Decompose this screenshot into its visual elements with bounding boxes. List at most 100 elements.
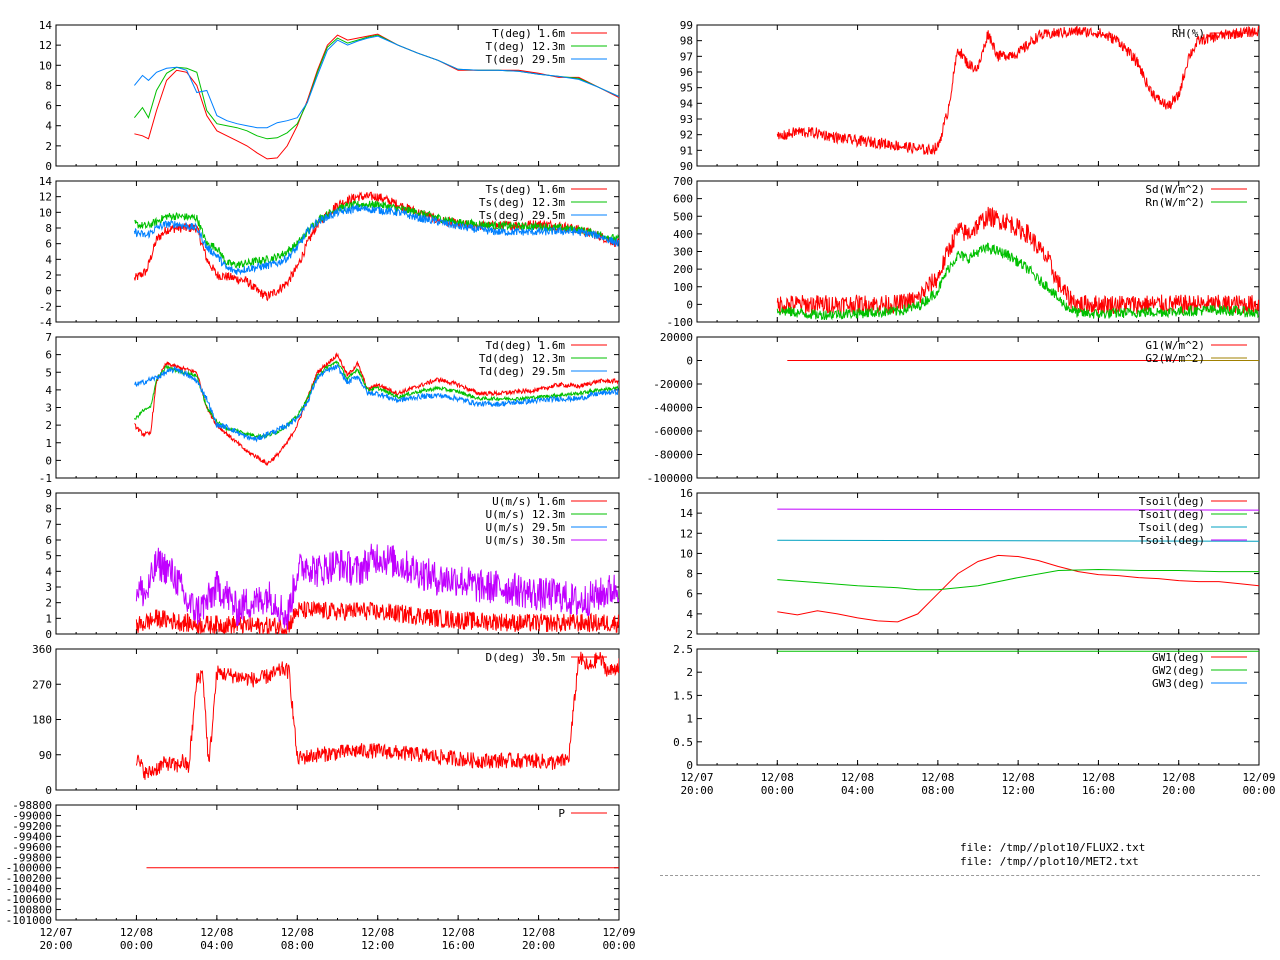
x-tick-label: 12/08 12:00 bbox=[1002, 771, 1035, 797]
y-tick-label: 20000 bbox=[660, 331, 693, 344]
y-tick-label: 12 bbox=[39, 191, 52, 204]
legend-label: T(deg) 29.5m bbox=[486, 53, 566, 66]
footer-divider bbox=[660, 875, 1260, 876]
legend-label: Tsoil(deg) bbox=[1139, 521, 1205, 534]
y-tick-label: 400 bbox=[673, 228, 693, 241]
legend-label: T(deg) 1.6m bbox=[492, 27, 565, 40]
y-tick-label: 6 bbox=[45, 349, 52, 362]
x-tick-label: 12/08 20:00 bbox=[522, 926, 555, 952]
series-line-Tsoil-3 bbox=[777, 508, 1259, 511]
y-tick-label: 1.5 bbox=[673, 689, 693, 702]
y-tick-label: 4 bbox=[686, 608, 693, 621]
legend-label: U(m/s) 30.5m bbox=[486, 534, 566, 547]
y-tick-label: 99 bbox=[680, 19, 693, 32]
y-tick-label: -100400 bbox=[6, 883, 52, 896]
y-tick-label: 180 bbox=[32, 714, 52, 727]
panel-D: 0 90 180 270 360 D(deg) 30.5m bbox=[32, 643, 620, 797]
x-tick-label: 12/08 16:00 bbox=[1082, 771, 1115, 797]
y-tick-label: 91 bbox=[680, 144, 693, 157]
y-tick-label: -100600 bbox=[6, 893, 52, 906]
x-tick-label: 12/08 12:00 bbox=[361, 926, 394, 952]
y-tick-label: 6 bbox=[45, 100, 52, 113]
y-tick-label: 300 bbox=[673, 246, 693, 259]
y-tick-label: 8 bbox=[686, 568, 693, 581]
y-tick-label: 6 bbox=[45, 534, 52, 547]
y-tick-label: 2 bbox=[45, 140, 52, 153]
legend-label: U(m/s) 1.6m bbox=[492, 495, 565, 508]
series-line-Tsoil-2 bbox=[777, 539, 1259, 542]
y-tick-label: 1 bbox=[686, 713, 693, 726]
y-tick-label: -20000 bbox=[653, 378, 693, 391]
legend-label: Td(deg) 1.6m bbox=[486, 339, 566, 352]
legend-label: P bbox=[558, 807, 565, 820]
y-tick-label: 5 bbox=[45, 550, 52, 563]
y-tick-label: 0.5 bbox=[673, 736, 693, 749]
y-tick-label: 16 bbox=[680, 487, 693, 500]
y-tick-label: 2 bbox=[686, 666, 693, 679]
series-line-T-2 bbox=[134, 35, 619, 129]
legend-label: GW1(deg) bbox=[1152, 651, 1205, 664]
y-tick-label: -60000 bbox=[653, 425, 693, 438]
y-tick-label: -4 bbox=[39, 316, 53, 329]
y-tick-label: 270 bbox=[32, 678, 52, 691]
legend-label: D(deg) 30.5m bbox=[486, 651, 566, 664]
y-tick-label: 4 bbox=[45, 253, 52, 266]
y-tick-label: 10 bbox=[39, 59, 52, 72]
legend-label: U(m/s) 12.3m bbox=[486, 508, 566, 521]
y-tick-label: 3 bbox=[45, 402, 52, 415]
y-tick-label: 100 bbox=[673, 281, 693, 294]
y-tick-label: -99000 bbox=[12, 809, 52, 822]
series-line-SdRn-1 bbox=[776, 242, 1259, 321]
y-tick-label: 12 bbox=[39, 39, 52, 52]
panel-SdRn: -100 0 100 200 300 400 500 600 700 Sd(W/m^2)Rn(W/… bbox=[667, 175, 1260, 329]
series-line-D-0 bbox=[135, 651, 619, 780]
y-tick-label: 8 bbox=[45, 79, 52, 92]
series-line-Ts-2 bbox=[133, 204, 619, 276]
series-line-Tsoil-1 bbox=[777, 568, 1259, 591]
source-file-2: file: /tmp//plot10/MET2.txt bbox=[960, 855, 1139, 868]
legend-label: Tsoil(deg) bbox=[1139, 508, 1205, 521]
y-tick-label: 200 bbox=[673, 263, 693, 276]
y-tick-label: 7 bbox=[45, 331, 52, 344]
y-tick-label: -40000 bbox=[653, 402, 693, 415]
y-tick-label: 98 bbox=[680, 35, 693, 48]
legend-label: Rn(W/m^2) bbox=[1145, 196, 1205, 209]
series-line-Td-2 bbox=[134, 363, 619, 443]
legend-label: GW2(deg) bbox=[1152, 664, 1205, 677]
y-tick-label: 0 bbox=[45, 454, 52, 467]
source-file-1: file: /tmp//plot10/FLUX2.txt bbox=[960, 841, 1146, 854]
legend-label: Td(deg) 12.3m bbox=[479, 352, 565, 365]
panel-G: -100000 -80000 -60000 -40000 -20000 0 20000 G1(… bbox=[647, 331, 1260, 485]
panel-Tsoil: 246810121416Tsoil(deg)Tsoil(deg)Tsoil(de… bbox=[680, 487, 1260, 641]
y-tick-label: 2 bbox=[45, 597, 52, 610]
x-tick-label: 12/09 00:00 bbox=[1242, 771, 1275, 797]
y-tick-label: 0 bbox=[686, 355, 693, 368]
y-tick-label: -100800 bbox=[6, 904, 52, 917]
panel-GW: 0 0.5 1 1.5 2 2.5 12/07 20:00 12/08 00:00 12/08 04:… bbox=[673, 643, 1275, 797]
y-tick-label: -100 bbox=[667, 316, 694, 329]
y-tick-label: 97 bbox=[680, 50, 693, 63]
y-tick-label: 0 bbox=[686, 759, 693, 772]
legend-label: Tsoil(deg) bbox=[1139, 495, 1205, 508]
y-tick-label: 14 bbox=[39, 19, 53, 32]
y-tick-label: 4 bbox=[45, 120, 52, 133]
series-line-Ts-0 bbox=[133, 191, 619, 302]
y-tick-label: -1 bbox=[39, 472, 52, 485]
x-tick-label: 12/08 04:00 bbox=[200, 926, 233, 952]
series-line-U-0 bbox=[135, 600, 619, 634]
y-tick-label: 90 bbox=[39, 749, 52, 762]
legend-label: Ts(deg) 1.6m bbox=[486, 183, 566, 196]
y-tick-label: -2 bbox=[39, 300, 52, 313]
y-tick-label: 8 bbox=[45, 222, 52, 235]
y-tick-label: 0 bbox=[45, 784, 52, 797]
x-tick-label: 12/09 00:00 bbox=[602, 926, 635, 952]
series-line-RH-0 bbox=[776, 25, 1259, 156]
y-tick-label: 1 bbox=[45, 437, 52, 450]
x-tick-label: 12/08 20:00 bbox=[1162, 771, 1195, 797]
y-tick-label: 14 bbox=[39, 175, 53, 188]
legend-label: G2(W/m^2) bbox=[1145, 352, 1205, 365]
y-tick-label: 700 bbox=[673, 175, 693, 188]
